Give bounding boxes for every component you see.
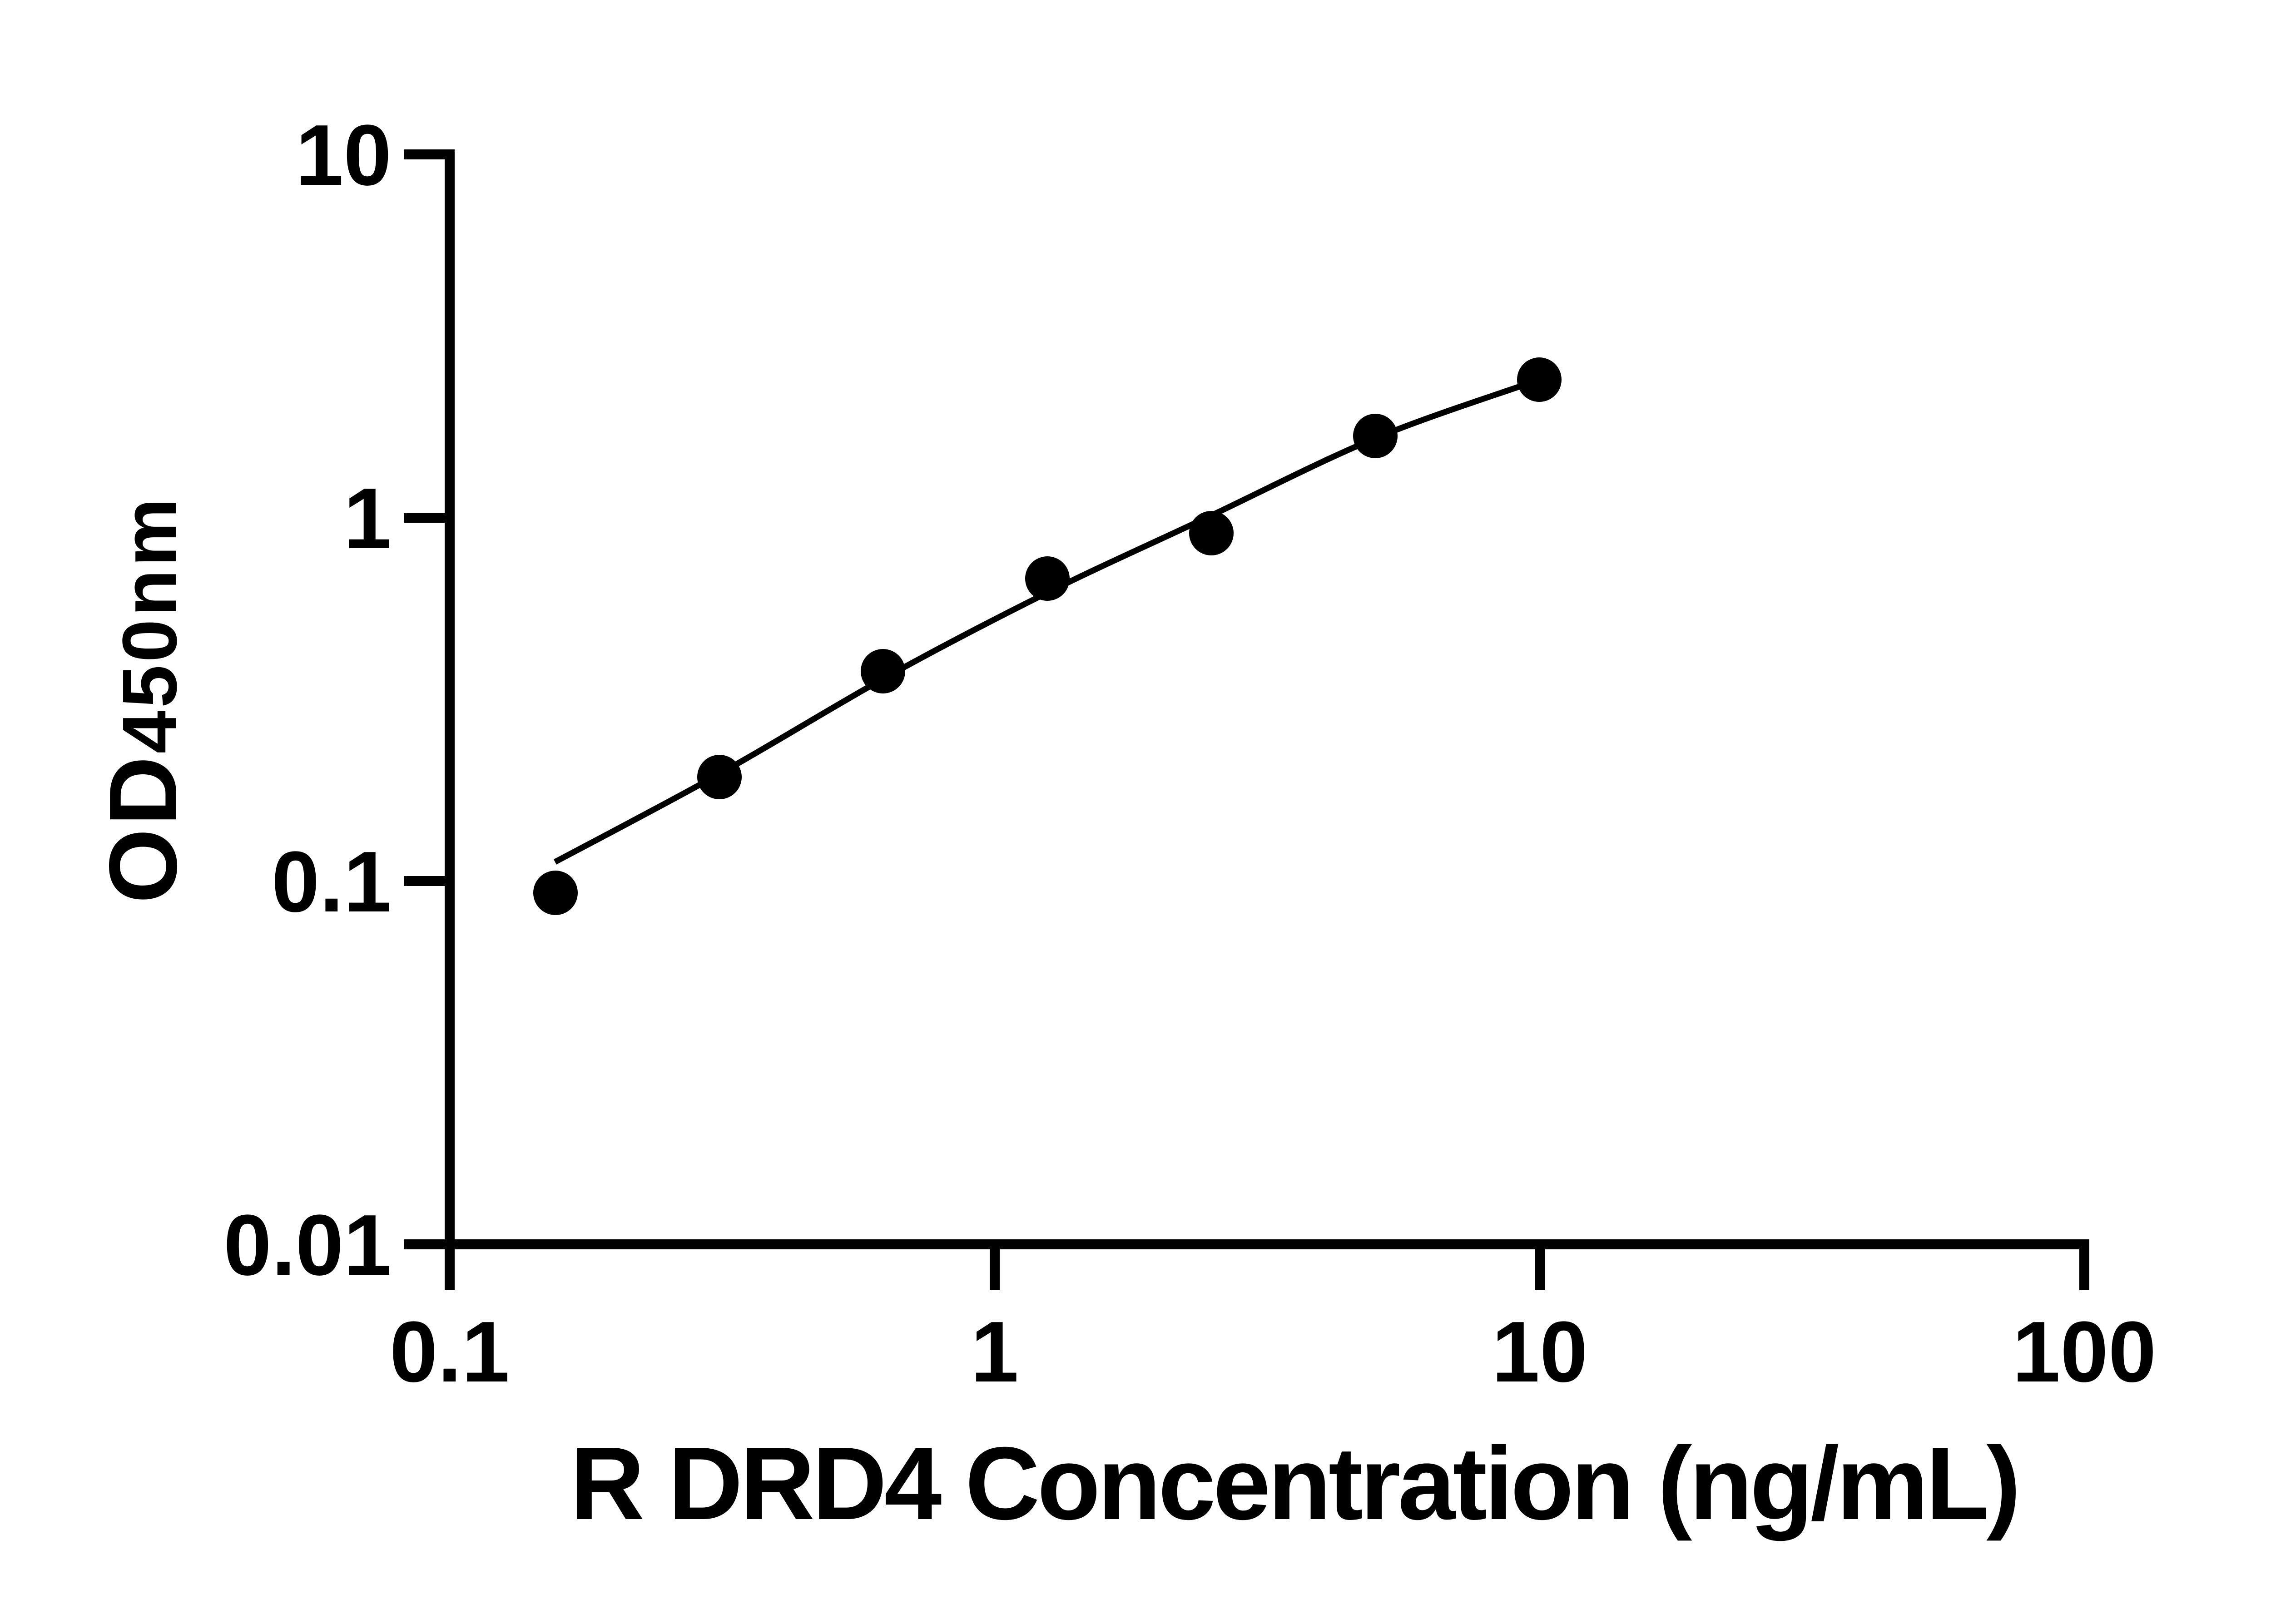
svg-text:0.1: 0.1 <box>390 1304 510 1400</box>
svg-text:10: 10 <box>1492 1304 1587 1400</box>
svg-text:10: 10 <box>296 107 392 203</box>
svg-text:1: 1 <box>343 470 392 567</box>
svg-text:0.1: 0.1 <box>272 834 392 930</box>
svg-text:R DRD4 Concentration (ng/mL): R DRD4 Concentration (ng/mL) <box>570 1426 2018 1541</box>
svg-text:100: 100 <box>2012 1304 2156 1400</box>
svg-text:OD450nm: OD450nm <box>89 495 197 904</box>
svg-text:1: 1 <box>971 1304 1019 1400</box>
svg-text:0.01: 0.01 <box>223 1197 392 1293</box>
